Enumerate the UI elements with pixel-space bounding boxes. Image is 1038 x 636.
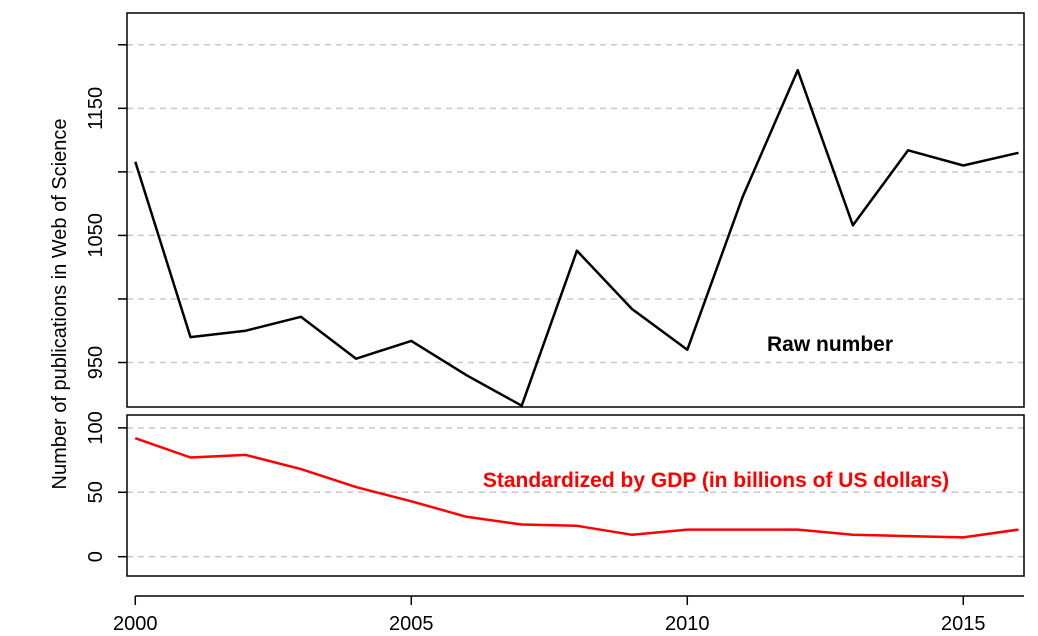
y-tick-label: 50 (85, 481, 107, 503)
plot-frame (126, 414, 1025, 577)
top-panel: 950 1050 1150 Raw number (85, 12, 1025, 408)
x-axis: 2000 2005 2010 2015 (113, 595, 1024, 635)
x-tick-label: 2010 (665, 613, 710, 635)
plot-frame (126, 12, 1025, 408)
y-axis-label: Number of publications in Web of Science (49, 119, 71, 490)
x-tick-label: 2000 (113, 613, 158, 635)
y-tick-label: 1150 (85, 87, 107, 130)
y-tick-label: 1050 (85, 213, 107, 258)
y-tick-label: 100 (85, 411, 107, 444)
y-tick-label: 0 (85, 551, 107, 562)
x-tick-label: 2015 (941, 613, 986, 635)
series-annotation: Standardized by GDP (in billions of US d… (483, 469, 949, 492)
x-tick-label: 2005 (389, 613, 434, 635)
series-annotation: Raw number (767, 333, 893, 356)
bottom-panel: 0 50 100 Standardized by GDP (in billions o… (85, 411, 1025, 577)
y-tick-label: 950 (85, 346, 107, 379)
